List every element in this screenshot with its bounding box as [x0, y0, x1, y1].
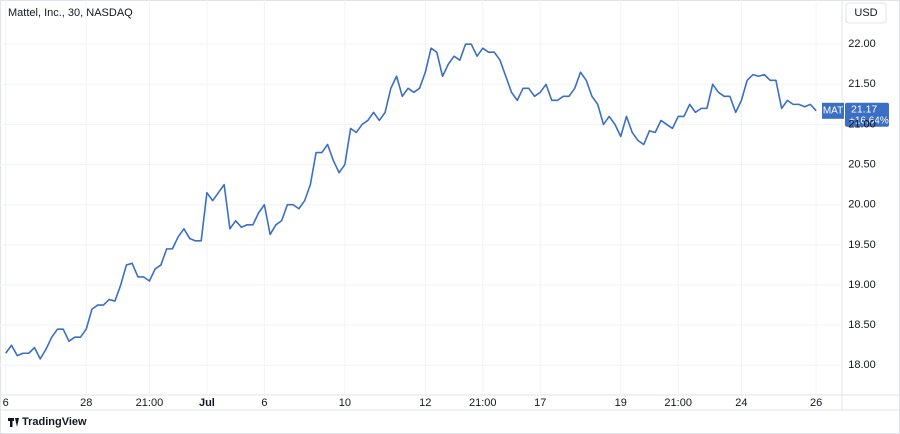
- x-tick-label: 21:00: [664, 397, 692, 409]
- x-tick-label: 17: [534, 397, 546, 409]
- price-change: +16.64%: [849, 115, 889, 126]
- x-tick-label: 10: [339, 397, 351, 409]
- currency-box[interactable]: [845, 2, 887, 24]
- x-tick-label: 6: [3, 397, 9, 409]
- plot: [5, 43, 817, 360]
- y-tick-label: 20.50: [848, 158, 876, 170]
- x-tick-label: 28: [80, 397, 92, 409]
- y-tick-label: 19.50: [848, 239, 876, 251]
- x-tick-label: Jul: [199, 397, 215, 409]
- x-tick-label: 21:00: [469, 397, 497, 409]
- symbol-badge: [822, 102, 844, 119]
- y-tick-label: 22.00: [848, 38, 876, 50]
- y-tick-label: 18.00: [848, 359, 876, 371]
- price-badge: MAT 21.17+16.64%: [822, 102, 889, 127]
- y-tick-label: 21.50: [848, 78, 876, 90]
- brand: TradingView: [22, 416, 87, 428]
- x-tick-label: 6: [261, 397, 267, 409]
- last-price: 21.17: [851, 104, 877, 116]
- y-tick-label: 20.00: [848, 199, 876, 211]
- price-badge-box: [845, 102, 889, 127]
- y-tick-label: 18.50: [848, 319, 876, 331]
- x-tick-label: 26: [810, 397, 822, 409]
- x-tick-label: 19: [615, 397, 627, 409]
- price-line: [5, 43, 817, 360]
- chart-title: Mattel, Inc., 30, NASDAQ: [8, 7, 133, 19]
- y-tick-label: 21.00: [848, 118, 876, 130]
- y-tick-label: 19.00: [848, 279, 876, 291]
- currency[interactable]: USD: [854, 7, 877, 19]
- logo: [8, 418, 19, 427]
- x-tick-label: 24: [735, 397, 747, 409]
- symbol-label: MAT: [823, 105, 843, 116]
- x-tick-label: 12: [419, 397, 431, 409]
- x-tick-label: 21:00: [136, 397, 164, 409]
